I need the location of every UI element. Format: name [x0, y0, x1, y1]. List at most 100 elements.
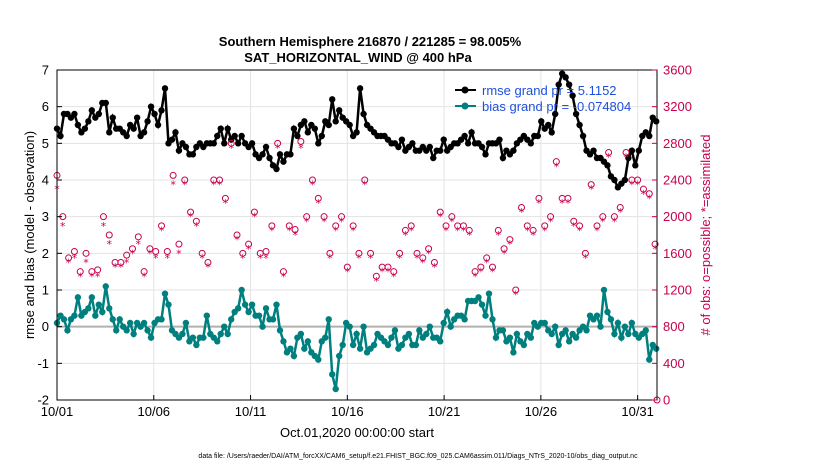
series-possible-point — [239, 249, 247, 257]
series-assimilated-point: * — [583, 252, 589, 265]
series-rmse-point — [395, 143, 402, 151]
series-assimilated-point: * — [136, 238, 142, 251]
series-bias-point — [234, 305, 242, 312]
series-bias-point — [391, 327, 399, 334]
series-bias-point — [287, 345, 294, 352]
legend-rmse-marker — [461, 86, 469, 94]
series-rmse-point — [71, 110, 78, 118]
series-rmse-point — [214, 132, 221, 140]
series-rmse-point — [579, 132, 587, 140]
series-rmse-point — [168, 136, 176, 143]
series-assimilated-point: * — [426, 247, 432, 260]
series-bias-point — [315, 356, 322, 363]
series-rmse-point — [510, 147, 517, 154]
series-bias-point — [499, 327, 507, 334]
series-rmse-point — [154, 121, 162, 129]
series-possible-point — [471, 268, 479, 276]
series-rmse-point — [276, 151, 284, 158]
series-assimilated-point: * — [612, 215, 618, 228]
series-bias-point — [625, 330, 632, 338]
series-assimilated-point: * — [554, 160, 560, 173]
series-bias-point — [182, 319, 190, 327]
series-possible-point — [541, 222, 549, 230]
series-assimilated-point: * — [228, 142, 234, 155]
series-bias-point — [541, 319, 548, 327]
series-bias-point — [437, 338, 444, 345]
series-rmse-point — [151, 110, 158, 118]
series-possible-point — [622, 149, 630, 156]
series-possible-point — [651, 240, 659, 248]
series-possible-point — [552, 158, 560, 166]
series-assimilated-point: * — [345, 266, 351, 279]
series-rmse-point — [482, 151, 489, 158]
series-possible-point — [76, 268, 84, 276]
series-rmse-point — [356, 85, 364, 92]
series-bias-point — [60, 316, 68, 323]
series-bias-point — [102, 283, 109, 290]
series-assimilated-point: * — [182, 179, 188, 192]
series-possible-point — [338, 213, 346, 221]
x-tick-label: 10/11 — [235, 404, 267, 419]
series-rmse-point — [611, 176, 618, 184]
series-bias-point — [370, 341, 378, 349]
series-possible-point — [518, 204, 526, 211]
series-layer: * * * * * * * * * * * * * * * * * * * * * * * * * * * * * * * * * * * * * * * *… — [53, 70, 661, 404]
series-bias-point — [482, 312, 489, 319]
series-bias-point — [527, 334, 535, 341]
series-rmse-point — [140, 129, 148, 136]
series-assimilated-point: * — [536, 197, 542, 210]
legend-bias-marker — [461, 102, 469, 110]
series-rmse-point — [88, 107, 96, 114]
series-bias-point — [227, 316, 235, 323]
series-possible-point — [308, 176, 316, 184]
series-bias-point — [461, 316, 468, 323]
y-tick-label: 0 — [42, 319, 49, 334]
series-possible-point — [163, 248, 171, 255]
series-rmse-point — [95, 110, 103, 118]
series-assimilated-point: * — [548, 215, 554, 228]
series-assimilated-point: * — [199, 252, 205, 265]
series-rmse-point — [259, 151, 266, 158]
series-possible-point — [245, 240, 253, 248]
series-bias-point — [325, 316, 332, 323]
series-assimilated-point: * — [588, 183, 594, 196]
series-bias-point — [642, 327, 649, 334]
series-assimilated-point: * — [385, 266, 391, 279]
series-possible-point — [361, 176, 369, 184]
series-assimilated-point: * — [252, 211, 258, 224]
series-rmse-point — [287, 151, 294, 158]
y2-tick-label: 0 — [663, 393, 670, 408]
series-rmse-point — [315, 140, 322, 147]
series-rmse-point — [527, 140, 535, 147]
series-rmse-point — [464, 140, 472, 147]
series-possible-point — [123, 251, 131, 259]
series-bias-point — [273, 301, 280, 308]
series-assimilated-point: * — [542, 224, 548, 237]
legend: rmse grand pr = 5.1152 bias grand pr = -… — [455, 83, 631, 114]
series-rmse-point — [158, 107, 165, 114]
series-possible-point — [407, 222, 415, 230]
series-bias-point — [130, 330, 137, 338]
series-rmse-point — [461, 132, 468, 140]
series-rmse-point — [217, 125, 224, 132]
legend-rmse-label: rmse grand pr = 5.1152 — [482, 83, 617, 98]
series-assimilated-point: * — [217, 179, 223, 192]
series-assimilated-point: * — [263, 252, 269, 265]
series-bias-point — [447, 323, 454, 330]
series-bias-point — [611, 330, 618, 338]
y2-tick-label: 1600 — [663, 246, 692, 261]
series-bias-point — [179, 330, 186, 338]
series-rmse-point — [273, 165, 280, 173]
series-assimilated-point: * — [501, 247, 507, 260]
series-assimilated-point: * — [594, 224, 600, 237]
x-tick-label: 10/01 — [41, 404, 74, 419]
y2-tick-label: 2000 — [663, 209, 692, 224]
series-bias-point — [548, 330, 555, 338]
series-assimilated-point: * — [484, 257, 490, 270]
series-bias-point — [604, 308, 611, 316]
y2-axis-ticks: 0 400 800 1200 1600 2000 2400 2800 3200 3600 — [652, 63, 692, 408]
series-bias-point — [398, 341, 406, 349]
series-possible-point — [152, 248, 160, 255]
series-assimilated-point: * — [623, 151, 629, 164]
series-bias-point — [95, 301, 103, 308]
